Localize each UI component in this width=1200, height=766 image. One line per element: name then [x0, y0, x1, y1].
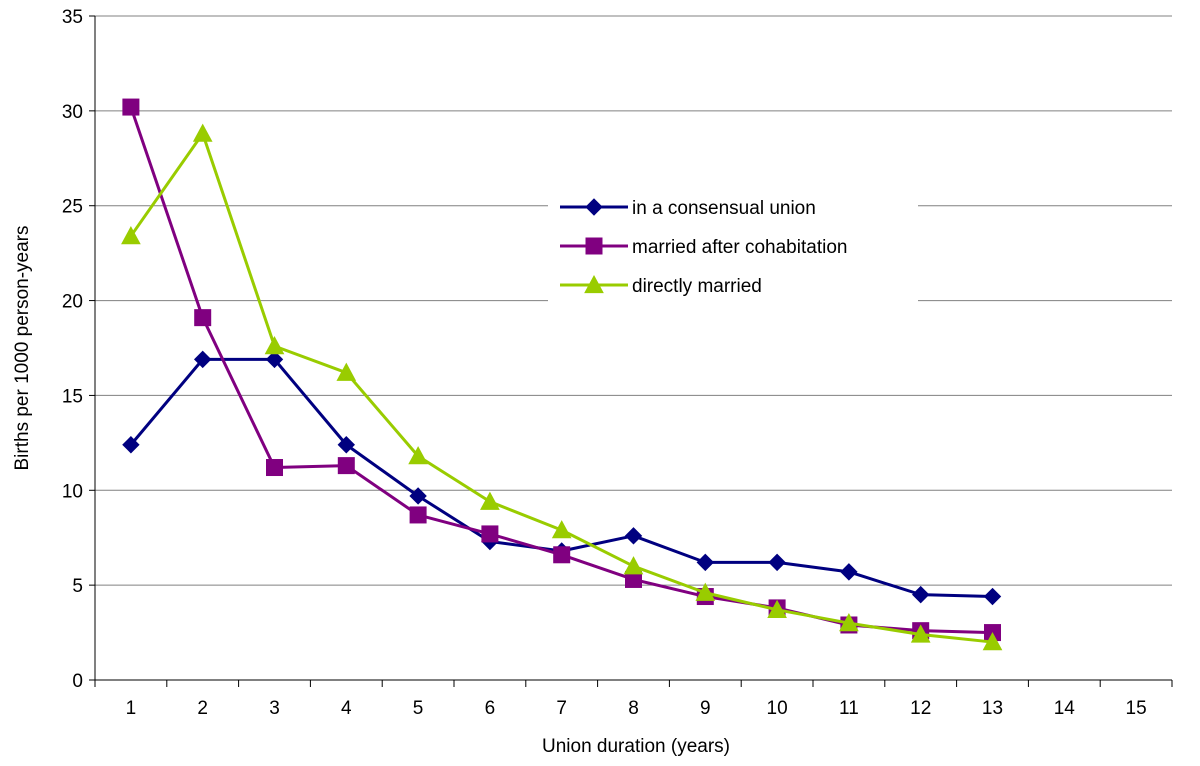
y-tick-label: 25	[62, 197, 83, 218]
legend-box	[548, 180, 918, 308]
axes	[94, 16, 1172, 681]
data-point-square	[337, 457, 355, 475]
legend-label: married after cohabitation	[632, 237, 847, 258]
x-tick-label: 11	[839, 698, 859, 719]
legend-item: married after cohabitation	[560, 237, 847, 258]
y-tick-label: 5	[72, 576, 83, 597]
x-tick-label: 8	[628, 698, 639, 719]
legend-label: in a consensual union	[632, 198, 816, 219]
data-point-triangle	[695, 582, 716, 601]
x-axis-ticks: 1 2 3 4 5 6 7 8 9 10 11 12 13 14 15	[94, 680, 1173, 719]
legend-item: in a consensual union	[560, 198, 816, 219]
y-tick-label: 15	[62, 386, 83, 407]
data-point-diamond	[122, 436, 140, 454]
data-point-diamond	[624, 527, 643, 545]
legend-label: directly married	[632, 276, 762, 297]
data-point-triangle	[336, 362, 357, 381]
data-point-triangle	[480, 491, 500, 510]
x-tick-label: 14	[1054, 698, 1076, 719]
x-tick-label: 1	[126, 698, 137, 719]
data-point-triangle	[408, 446, 428, 465]
x-tick-label: 2	[197, 698, 208, 719]
x-tick-label: 12	[910, 698, 931, 719]
y-tick-label: 0	[72, 671, 83, 692]
legend-item: directly married	[560, 274, 762, 297]
legend-swatch-marker	[585, 198, 603, 216]
data-point-diamond	[840, 563, 858, 581]
data-point-triangle	[623, 556, 644, 575]
data-point-triangle	[839, 613, 859, 632]
x-tick-label: 10	[767, 698, 788, 719]
x-tick-label: 3	[269, 698, 280, 719]
x-tick-label: 5	[413, 698, 424, 719]
data-point-diamond	[337, 436, 356, 454]
data-point-diamond	[409, 487, 427, 505]
y-axis-ticks: 0 5 10 15 20 25 30 35	[62, 7, 95, 692]
data-point-diamond	[193, 350, 212, 369]
series-3	[121, 123, 1003, 651]
data-point-diamond	[983, 587, 1002, 606]
data-point-diamond	[696, 553, 715, 572]
series-layer	[121, 98, 1003, 651]
y-axis-title: Births per 1000 person-years	[12, 225, 33, 470]
y-tick-label: 35	[62, 7, 83, 28]
data-point-triangle	[551, 520, 572, 539]
data-point-triangle	[121, 226, 141, 245]
data-point-square	[194, 309, 212, 327]
data-point-square	[481, 525, 499, 543]
data-point-square	[266, 459, 283, 477]
legend: in a consensual union married after cohab…	[548, 180, 918, 308]
y-tick-label: 20	[62, 292, 83, 313]
data-point-diamond	[768, 553, 786, 572]
x-axis-title: Union duration (years)	[542, 736, 730, 757]
data-point-triangle	[192, 123, 213, 142]
data-point-square	[553, 546, 571, 564]
x-tick-label: 15	[1126, 698, 1147, 719]
data-point-diamond	[265, 350, 284, 369]
data-point-square	[409, 506, 427, 524]
data-point-diamond	[911, 585, 930, 604]
y-tick-label: 30	[62, 102, 83, 123]
series-1	[122, 350, 1002, 606]
y-tick-label: 10	[62, 481, 83, 502]
data-point-triangle	[910, 624, 931, 643]
legend-swatch-marker	[585, 237, 603, 255]
data-point-triangle	[767, 599, 787, 618]
x-tick-label: 9	[700, 698, 711, 719]
data-point-triangle	[982, 632, 1003, 651]
legend-swatch-marker	[584, 274, 604, 294]
data-point-triangle	[264, 336, 285, 355]
x-tick-label: 4	[341, 698, 352, 719]
x-tick-label: 7	[556, 698, 567, 719]
data-point-square	[122, 98, 140, 116]
x-tick-label: 13	[982, 698, 1003, 719]
x-tick-label: 6	[485, 698, 496, 719]
